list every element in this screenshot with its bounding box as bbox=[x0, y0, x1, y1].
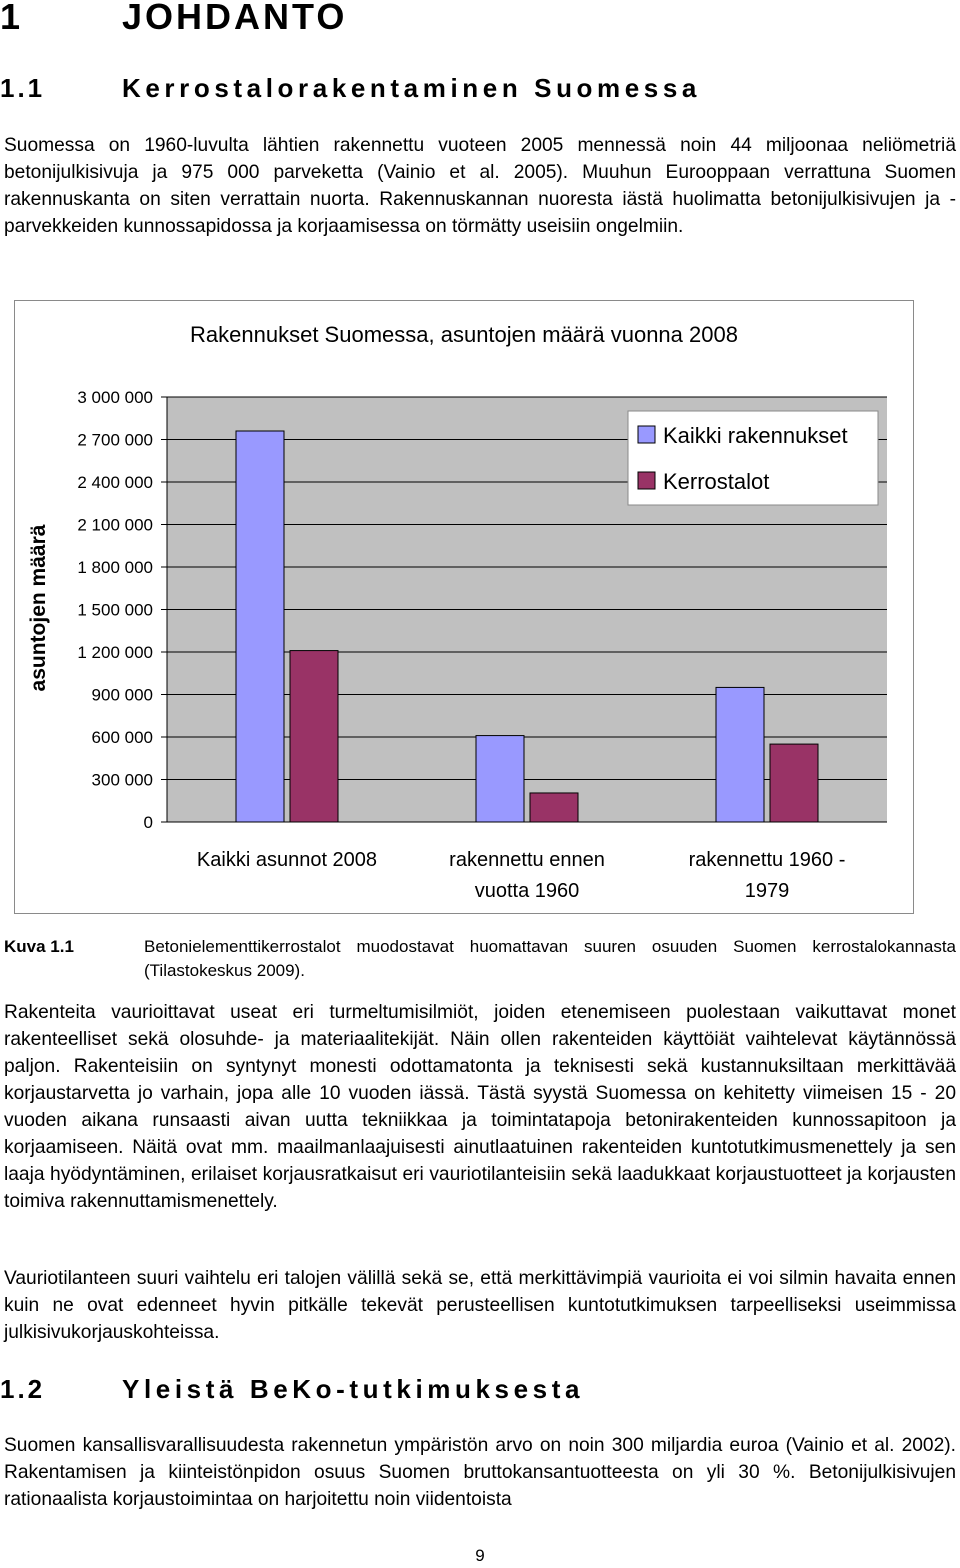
y-tick-label: 2 100 000 bbox=[77, 516, 153, 535]
bar-kaikki-rakennukset bbox=[715, 686, 765, 823]
section-number: 1.2 bbox=[0, 1374, 46, 1404]
bar-kaikki-rakennukset bbox=[235, 430, 285, 823]
y-tick-label: 900 000 bbox=[92, 686, 153, 705]
chart-frame bbox=[14, 300, 914, 914]
y-tick-label: 300 000 bbox=[92, 771, 153, 790]
bar-kerrostalot bbox=[769, 743, 819, 823]
y-tick-label: 0 bbox=[144, 813, 153, 832]
y-tick-label: 2 700 000 bbox=[77, 431, 153, 450]
chart-title: Rakennukset Suomessa, asuntojen määrä vu… bbox=[190, 322, 738, 347]
figure-caption: Betonielementtikerrostalot muodostavat h… bbox=[144, 937, 956, 980]
legend-box bbox=[627, 410, 879, 506]
body-paragraph-2: Rakenteita vaurioittavat useat eri turme… bbox=[4, 1002, 956, 1212]
y-tick-label: 1 500 000 bbox=[77, 601, 153, 620]
section-title: Yleistä BeKo-tutkimuksesta bbox=[122, 1374, 585, 1404]
section-title: Kerrostalorakentaminen Suomessa bbox=[122, 73, 701, 103]
chapter-title: JOHDANTO bbox=[122, 0, 348, 37]
bars bbox=[235, 430, 819, 823]
x-category-label: vuotta 1960 bbox=[475, 880, 580, 902]
bar-kaikki-rakennukset bbox=[475, 735, 525, 823]
legend-swatch bbox=[637, 425, 656, 444]
x-axis-categories: Kaikki asunnot 2008 rakennettu ennen vuott… bbox=[197, 849, 845, 902]
x-category-label: 1979 bbox=[745, 880, 790, 902]
y-tick-label: 2 400 000 bbox=[77, 473, 153, 492]
y-tick-label: 1 200 000 bbox=[77, 643, 153, 662]
bar-kerrostalot bbox=[529, 792, 579, 823]
x-category-label: rakennettu 1960 - bbox=[689, 849, 846, 871]
y-tick-label: 1 800 000 bbox=[77, 558, 153, 577]
y-tick-label: 3 000 000 bbox=[77, 388, 153, 407]
chapter-number: 1 bbox=[0, 0, 24, 37]
figure-label: Kuva 1.1 bbox=[4, 937, 74, 956]
x-category-label: Kaikki asunnot 2008 bbox=[197, 849, 377, 871]
section-number: 1.1 bbox=[0, 73, 46, 103]
y-tick-label: 600 000 bbox=[92, 728, 153, 747]
bar-chart: Rakennukset Suomessa, asuntojen määrä vu… bbox=[27, 322, 887, 902]
section-heading-1-2: 1.2 Yleistä BeKo-tutkimuksesta bbox=[0, 1374, 584, 1405]
chapter-heading: 1 JOHDANTO bbox=[0, 0, 347, 38]
y-axis-ticks: 0 300 000 600 000 900 000 1 200 000 1 500 000… bbox=[77, 388, 887, 832]
legend: Kaikki rakennukset Kerrostalot bbox=[627, 410, 879, 506]
bar-kerrostalot bbox=[289, 650, 339, 823]
page-number: 9 bbox=[475, 1546, 485, 1565]
section-paragraph-1-2: Suomen kansallisvarallisuudesta rakennet… bbox=[4, 1435, 956, 1510]
intro-paragraph: Suomessa on 1960-luvulta lähtien rakenne… bbox=[4, 135, 956, 237]
legend-swatch bbox=[637, 471, 656, 490]
body-paragraph-3: Vauriotilanteen suuri vaihtelu eri taloj… bbox=[4, 1268, 956, 1343]
legend-label: Kerrostalot bbox=[663, 469, 769, 494]
y-axis-label: asuntojen määrä bbox=[27, 524, 50, 691]
section-heading-1-1: 1.1 Kerrostalorakentaminen Suomessa bbox=[0, 73, 701, 104]
legend-label: Kaikki rakennukset bbox=[663, 423, 848, 448]
x-category-label: rakennettu ennen bbox=[449, 849, 605, 871]
